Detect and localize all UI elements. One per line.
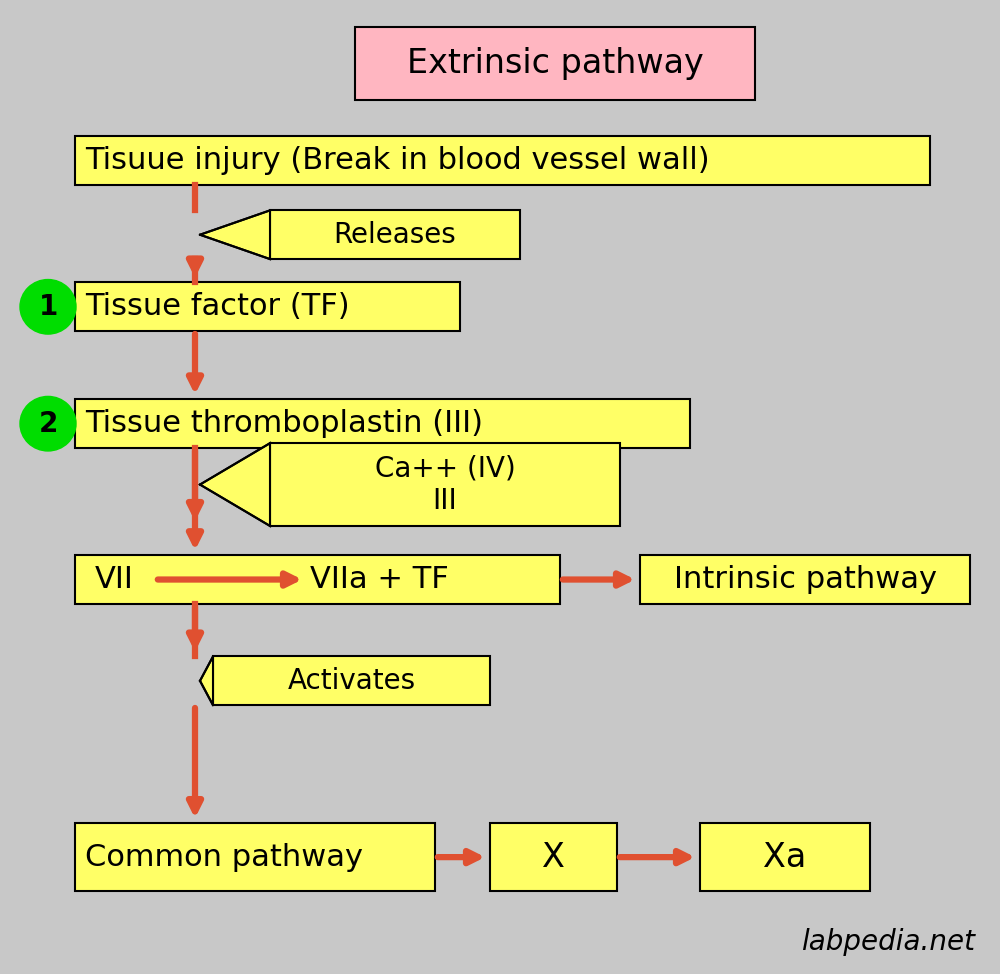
- FancyBboxPatch shape: [75, 136, 930, 185]
- Text: X: X: [542, 841, 564, 874]
- FancyBboxPatch shape: [75, 282, 460, 331]
- Text: Ca++ (IV)
III: Ca++ (IV) III: [375, 455, 515, 515]
- Text: Intrinsic pathway: Intrinsic pathway: [674, 565, 936, 594]
- Text: labpedia.net: labpedia.net: [801, 928, 975, 956]
- FancyBboxPatch shape: [75, 823, 435, 891]
- Text: 1: 1: [38, 293, 58, 320]
- Text: Releases: Releases: [334, 221, 456, 248]
- FancyBboxPatch shape: [355, 26, 755, 99]
- Text: Tissue thromboplastin (III): Tissue thromboplastin (III): [85, 409, 483, 438]
- FancyBboxPatch shape: [75, 399, 690, 448]
- Text: Activates: Activates: [288, 667, 416, 694]
- Text: Extrinsic pathway: Extrinsic pathway: [407, 47, 703, 80]
- FancyBboxPatch shape: [270, 443, 620, 526]
- Polygon shape: [200, 656, 213, 705]
- Text: Tisuue injury (Break in blood vessel wall): Tisuue injury (Break in blood vessel wal…: [85, 146, 710, 175]
- FancyBboxPatch shape: [640, 555, 970, 604]
- Polygon shape: [200, 443, 270, 526]
- Polygon shape: [200, 210, 270, 259]
- Text: Xa: Xa: [763, 841, 807, 874]
- Text: VII: VII: [95, 565, 134, 594]
- Text: Common pathway: Common pathway: [85, 843, 363, 872]
- FancyBboxPatch shape: [700, 823, 870, 891]
- FancyBboxPatch shape: [75, 555, 560, 604]
- FancyBboxPatch shape: [213, 656, 490, 705]
- Text: 2: 2: [38, 410, 58, 437]
- Circle shape: [20, 396, 76, 451]
- Circle shape: [20, 280, 76, 334]
- FancyBboxPatch shape: [490, 823, 617, 891]
- FancyBboxPatch shape: [270, 210, 520, 259]
- Text: VIIa + TF: VIIa + TF: [310, 565, 449, 594]
- Text: Tissue factor (TF): Tissue factor (TF): [85, 292, 350, 321]
